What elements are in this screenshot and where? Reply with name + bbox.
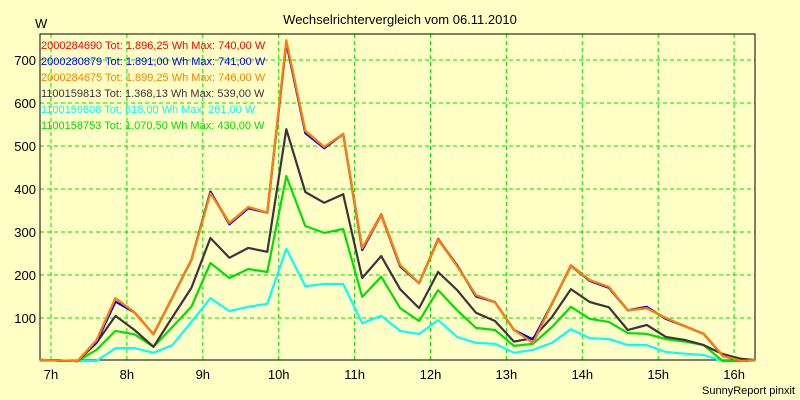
x-tick-label: 13h xyxy=(496,367,518,382)
grid xyxy=(40,34,755,360)
y-tick-label: 700 xyxy=(14,53,36,68)
legend-entry-2000284690: 2000284690 Tot: 1.896,25 Wh Max: 740,00 … xyxy=(41,40,266,52)
chart-title: Wechselrichtervergleich vom 06.11.2010 xyxy=(283,12,517,27)
legend: 2000284690 Tot: 1.896,25 Wh Max: 740,00 … xyxy=(41,40,266,132)
legend-entry-1100158753: 1100158753 Tot: 1.070,50 Wh Max: 430,00 … xyxy=(41,120,265,132)
y-axis-unit: W xyxy=(35,16,48,31)
legend-entry-1100159813: 1100159813 Tot: 1.368,13 Wh Max: 539,00 … xyxy=(41,88,265,100)
legend-entry-1100159808: 1100159808 Tot: 618,00 Wh Max: 261,00 W xyxy=(41,104,256,116)
series-line-1100159813 xyxy=(39,128,756,363)
y-tick-label: 400 xyxy=(14,182,36,197)
series-line-2000284675 xyxy=(39,39,756,363)
x-tick-label: 12h xyxy=(420,367,442,382)
x-tick-label: 7h xyxy=(44,367,58,382)
x-tick-label: 15h xyxy=(647,367,669,382)
series-line-1100158753 xyxy=(39,175,756,363)
x-tick-label: 9h xyxy=(196,367,210,382)
legend-entry-2000280879: 2000280879 Tot: 1.891,00 Wh Max: 741,00 … xyxy=(41,56,266,68)
x-tick-label: 14h xyxy=(571,367,593,382)
legend-entry-2000284675: 2000284675 Tot: 1.899,25 Wh Max: 746,00 … xyxy=(41,72,266,84)
x-tick-label: 8h xyxy=(120,367,134,382)
plot-frame xyxy=(39,33,756,361)
y-tick-label: 500 xyxy=(14,139,36,154)
footer-credit: SunnyReport pinxit xyxy=(702,385,795,397)
y-tick-label: 100 xyxy=(14,311,36,326)
series-lines xyxy=(39,39,756,363)
x-tick-label: 10h xyxy=(268,367,290,382)
y-tick-label: 200 xyxy=(14,268,36,283)
x-tick-label: 11h xyxy=(344,367,365,382)
axes: 100 200 300 400 500 600 700 7h 8h 9h 10h 11h 12h 13h 1… xyxy=(14,33,756,382)
series-line-1100159808 xyxy=(39,247,756,363)
y-tick-label: 600 xyxy=(14,96,36,111)
x-tick-label: 16h xyxy=(723,367,745,382)
y-tick-label: 300 xyxy=(14,225,36,240)
